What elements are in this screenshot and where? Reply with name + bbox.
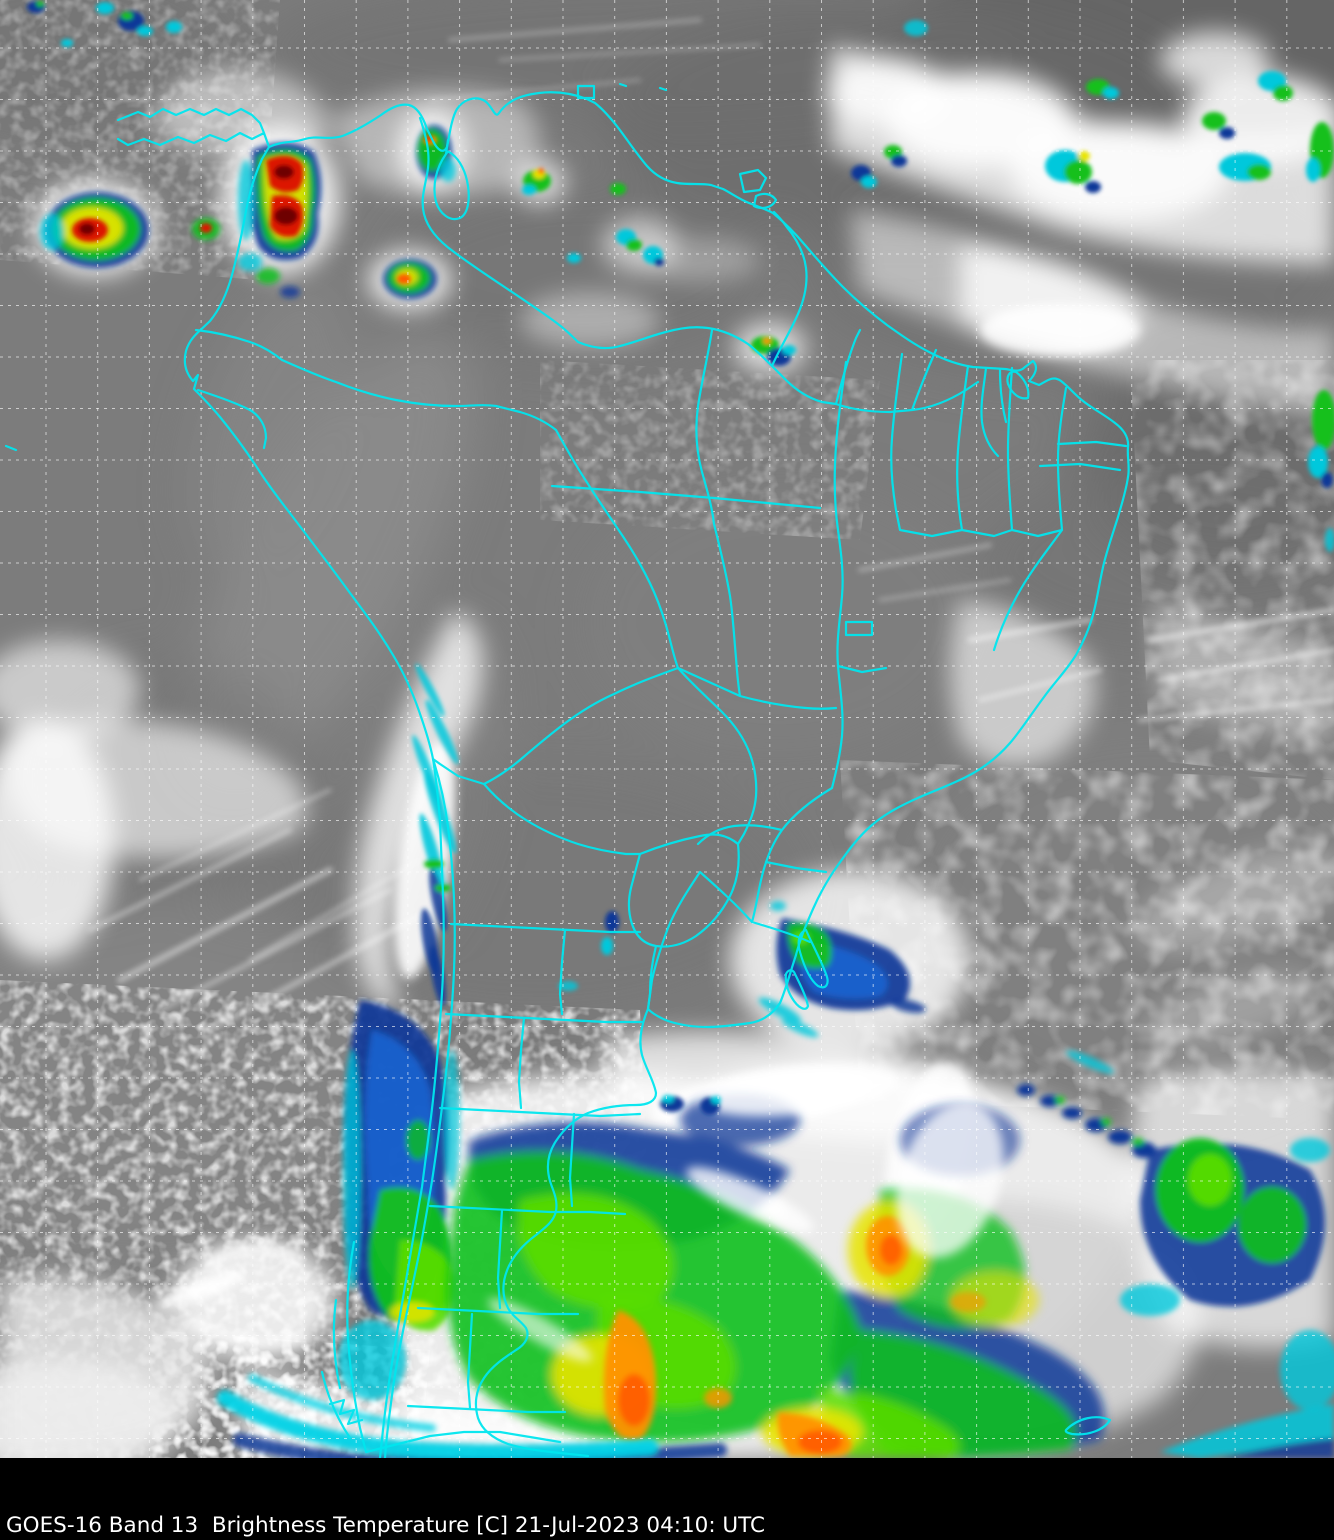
caption-bar: [0, 1458, 1334, 1540]
caption-text: GOES-16 Band 13 Brightness Temperature […: [6, 1513, 765, 1538]
coast-argentina: [474, 1007, 658, 1458]
border-chile-argentina: [383, 757, 456, 1460]
borders-brazil-states: [550, 328, 1128, 944]
lakes-islands: [4, 82, 1112, 1436]
coast-patagonia-fjords: [320, 1240, 562, 1454]
borders-bolivia-paraguay: [431, 666, 758, 1011]
coast-north: [116, 91, 1130, 1029]
graticule: [0, 0, 1334, 1458]
borders-uruguay: [646, 870, 754, 1011]
cirrus-streaks: [88, 18, 1334, 1033]
borders-argentina-provinces: [406, 922, 644, 1414]
coast-pacific: [183, 157, 445, 1460]
country-borders: [4, 82, 1130, 1460]
